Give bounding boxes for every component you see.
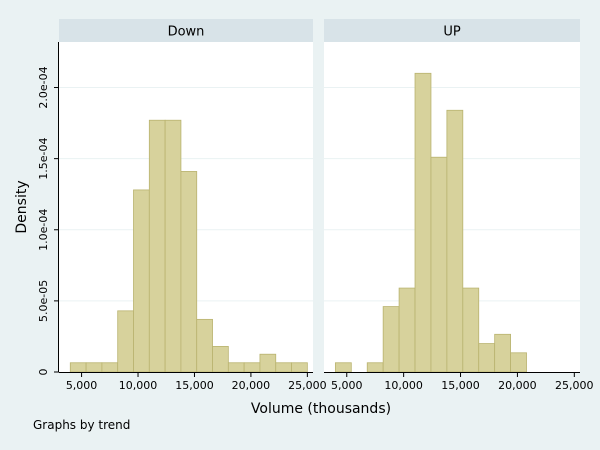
x-axis-down: 5,000 10,000 15,000 20,000 25,000 [59, 372, 327, 392]
histogram-bar [462, 287, 480, 373]
y-axis-down: 0 5.0e-05 1.0e-04 1.5e-04 2.0e-04 [37, 42, 59, 376]
histogram-bar [414, 72, 432, 373]
histogram-bar [101, 362, 119, 373]
histogram-bar [85, 362, 103, 373]
y-tick-label: 1.5e-04 [37, 138, 50, 180]
x-tick-label: 5,000 [66, 379, 98, 392]
panel-title-down: Down [168, 25, 205, 40]
x-tick-label: 25,000 [555, 379, 594, 392]
histogram-bar [494, 333, 511, 373]
x-tick-label: 15,000 [175, 379, 214, 392]
x-tick-label: 20,000 [498, 379, 537, 392]
histogram-bar [212, 345, 229, 373]
histogram-bar [196, 318, 213, 373]
histogram-bar [398, 287, 416, 373]
bars-up [334, 72, 527, 373]
y-axis-title: Density [14, 180, 30, 233]
histogram-bar [382, 306, 400, 373]
histogram-bar [243, 362, 261, 373]
histogram-bar [334, 362, 352, 373]
x-tick-label: 5,000 [331, 379, 363, 392]
histogram-bar [227, 362, 245, 373]
histogram-bar [510, 352, 527, 373]
y-tick-label: 5.0e-05 [37, 280, 50, 322]
graphs-by-note: Graphs by trend [33, 418, 130, 432]
panel-up: UP 5,000 10,000 15,000 20,000 25,000 [324, 19, 594, 392]
histogram-bar [133, 189, 150, 373]
panel-strip-up [324, 19, 580, 42]
histogram-bar [366, 362, 384, 373]
histogram-bar [275, 362, 292, 373]
histogram-bar [259, 353, 277, 373]
histogram-bar [69, 362, 87, 373]
x-tick-label: 10,000 [384, 379, 423, 392]
x-tick-label: 15,000 [441, 379, 480, 392]
histogram-bar [291, 362, 308, 373]
histogram-bar [430, 156, 448, 373]
y-tick-label: 2.0e-04 [37, 66, 50, 108]
histogram-bar [148, 119, 166, 373]
x-tick-label: 25,000 [288, 379, 327, 392]
histogram-bar [478, 343, 496, 373]
y-tick-label: 1.0e-04 [37, 209, 50, 251]
panel-title-up: UP [443, 25, 461, 40]
histogram-bar [117, 310, 134, 373]
histogram-bar [180, 171, 198, 373]
x-axis-title: Volume (thousands) [251, 401, 391, 417]
histogram-bar [164, 119, 182, 373]
x-tick-label: 20,000 [232, 379, 271, 392]
x-axis-up: 5,000 10,000 15,000 20,000 25,000 [324, 372, 594, 392]
histogram-bar [446, 109, 464, 373]
panel-strip-down [59, 19, 313, 42]
x-tick-label: 10,000 [119, 379, 158, 392]
bars-down [69, 119, 308, 373]
panel-down: Down 5,000 10,000 15,000 20,000 25,000 0 5.0e… [37, 19, 327, 392]
y-tick-label: 0 [37, 369, 50, 376]
